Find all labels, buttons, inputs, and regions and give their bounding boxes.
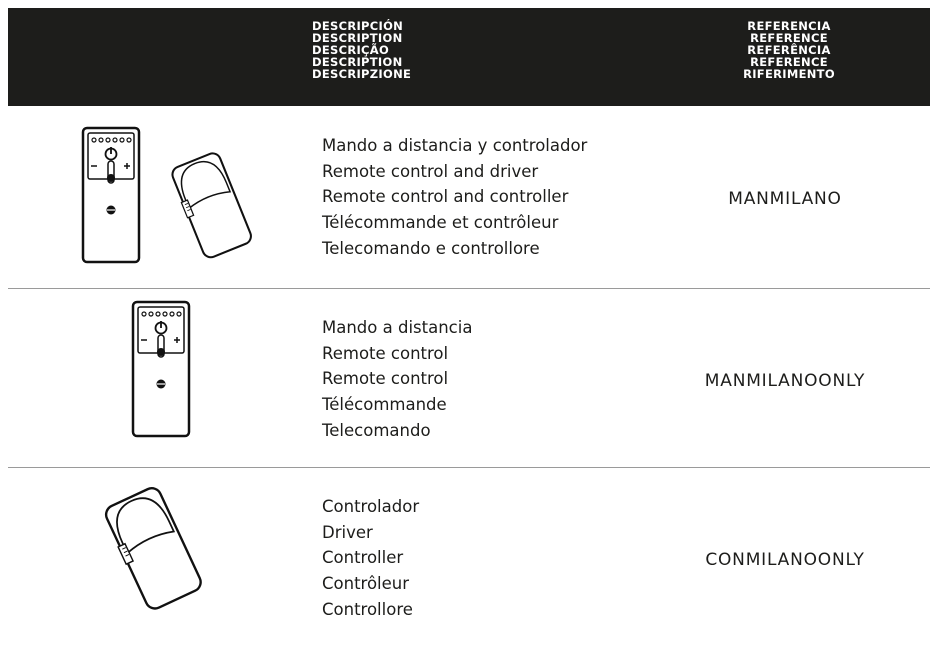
header-reference-line: REFERENCIA (747, 19, 831, 33)
description-line: Remote control and driver (322, 161, 539, 181)
row-separator (8, 467, 930, 468)
header-reference-line: RIFERIMENTO (743, 67, 835, 81)
description: Controlador Driver Controller Contrôleur Con… (322, 494, 419, 623)
header-reference-line: REFERENCE (750, 55, 828, 69)
header-bar: DESCRIPCIÓN DESCRIPTION DESCRIÇÃO DESCRIPTI… (8, 8, 930, 106)
description-line: Telecomando e controllore (322, 238, 540, 258)
description-line: Mando a distancia y controlador (322, 136, 588, 155)
description-line: Telecomando (322, 420, 431, 440)
description-line: Contrôleur (322, 574, 410, 594)
description: Mando a distancia y controlador Remote co… (322, 133, 587, 262)
header-reference-line: REFERENCE (750, 31, 828, 45)
header-description-line: DESCRIÇÃO (312, 43, 390, 57)
description-line: Télécommande et contrôleur (322, 213, 559, 233)
header-description-line: DESCRIPTION (312, 31, 403, 45)
description-line: Remote control and controller (322, 187, 569, 207)
description-line: Télécommande (322, 395, 447, 415)
reference: MANMILANO (728, 189, 842, 209)
description-line: Remote control (322, 369, 449, 389)
reference: CONMILANOONLY (705, 550, 865, 570)
header-description-line: DESCRIPCIÓN (312, 19, 404, 33)
description-line: Driver (322, 522, 373, 542)
header-description-line: DESCRIPTION (312, 55, 403, 69)
description-line: Mando a distancia (322, 318, 473, 337)
header-reference: REFERENCIA REFERENCE REFERÊNCIA REFERENCE RI… (648, 20, 930, 80)
header-description-line: DESCRIPZIONE (312, 67, 412, 81)
header-description: DESCRIPCIÓN DESCRIPTION DESCRIÇÃO DESCRIPTI… (312, 20, 411, 80)
reference: MANMILANOONLY (704, 371, 866, 391)
description: Mando a distancia Remote control Remote co… (322, 315, 472, 444)
description-line: Remote control (322, 343, 449, 363)
row-separator (8, 288, 930, 289)
description-line: Controller (322, 548, 404, 568)
description-line: Controllore (322, 599, 413, 619)
header-reference-line: REFERÊNCIA (747, 43, 831, 57)
description-line: Controlador (322, 497, 420, 516)
